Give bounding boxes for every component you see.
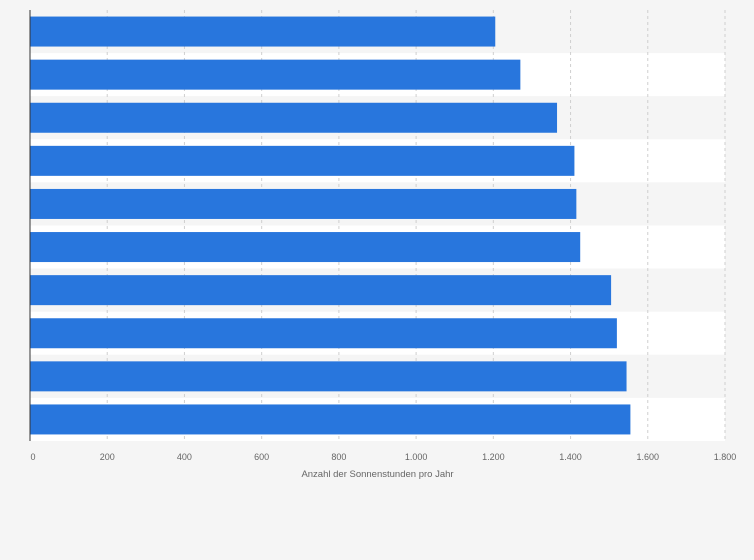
bar[interactable]	[30, 59, 521, 90]
bars	[30, 16, 631, 435]
x-tick-label: 800	[331, 452, 346, 462]
x-axis-ticks: 0 200 400 600 800 1.000 1.200 1.400 1.600 1.800	[30, 452, 736, 462]
x-tick-label: 1.200	[482, 452, 505, 462]
bar[interactable]	[30, 318, 617, 349]
bar[interactable]	[30, 361, 627, 392]
x-tick-label: 200	[100, 452, 115, 462]
x-tick-label: 600	[254, 452, 269, 462]
x-axis-title: Anzahl der Sonnenstunden pro Jahr	[301, 469, 453, 480]
x-tick-label: 1.800	[714, 452, 737, 462]
bar[interactable]	[30, 102, 558, 133]
bar[interactable]	[30, 275, 612, 306]
bar[interactable]	[30, 404, 631, 435]
bar[interactable]	[30, 188, 577, 219]
x-tick-label: 400	[177, 452, 192, 462]
bar[interactable]	[30, 232, 581, 263]
x-tick-label: 1.600	[637, 452, 660, 462]
x-tick-label: 1.400	[559, 452, 582, 462]
bar[interactable]	[30, 145, 575, 176]
x-tick-label: 1.000	[405, 452, 428, 462]
bar[interactable]	[30, 16, 496, 47]
x-tick-label: 0	[30, 452, 35, 462]
